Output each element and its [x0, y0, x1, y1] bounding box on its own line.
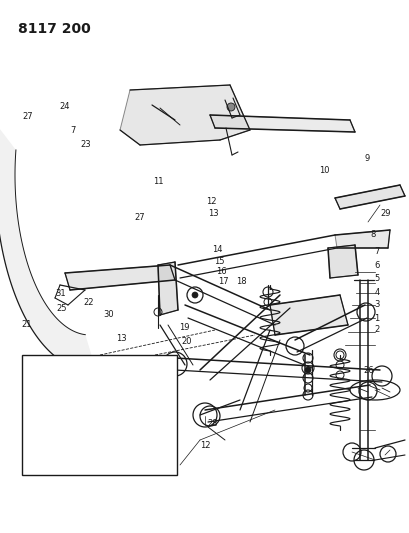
Text: 12: 12 — [199, 441, 210, 449]
Text: 24: 24 — [59, 102, 70, 111]
Text: 18: 18 — [236, 277, 247, 286]
Text: 28: 28 — [207, 419, 218, 428]
Text: 3: 3 — [373, 301, 379, 309]
Text: 29: 29 — [379, 209, 390, 217]
Text: 23: 23 — [80, 141, 90, 149]
Text: 30: 30 — [103, 310, 114, 319]
Text: 32: 32 — [91, 433, 101, 441]
Text: 9: 9 — [364, 155, 369, 163]
Polygon shape — [270, 295, 347, 335]
Polygon shape — [32, 368, 78, 438]
Polygon shape — [55, 373, 95, 420]
Text: 13: 13 — [115, 334, 126, 343]
Polygon shape — [327, 245, 357, 278]
Circle shape — [191, 292, 198, 298]
Text: 19: 19 — [179, 324, 189, 332]
Text: 10: 10 — [318, 166, 328, 175]
Polygon shape — [157, 262, 178, 315]
Polygon shape — [120, 85, 249, 145]
Text: 27: 27 — [134, 213, 144, 222]
Text: 8: 8 — [369, 230, 375, 239]
Text: 1: 1 — [374, 314, 379, 323]
Text: 14: 14 — [211, 245, 222, 254]
Text: 17: 17 — [218, 277, 228, 286]
Polygon shape — [65, 265, 175, 290]
Polygon shape — [334, 185, 404, 209]
Text: 7: 7 — [373, 247, 379, 256]
Circle shape — [57, 385, 93, 421]
Circle shape — [304, 367, 310, 373]
Polygon shape — [334, 230, 389, 248]
Text: 31: 31 — [55, 289, 66, 297]
Text: 2: 2 — [374, 325, 379, 334]
Polygon shape — [0, 126, 96, 370]
Text: 7: 7 — [70, 126, 76, 135]
Text: 12: 12 — [205, 197, 216, 206]
Text: 5: 5 — [374, 274, 379, 282]
Text: 13: 13 — [207, 209, 218, 217]
Polygon shape — [209, 115, 354, 132]
Text: 20: 20 — [181, 337, 191, 345]
Text: 21: 21 — [21, 320, 32, 328]
Text: 26: 26 — [363, 366, 373, 375]
Text: 22: 22 — [83, 298, 93, 307]
Text: 25: 25 — [56, 304, 67, 312]
Text: 8117 200: 8117 200 — [18, 22, 90, 36]
Text: 4: 4 — [374, 288, 379, 296]
Circle shape — [227, 103, 234, 111]
Circle shape — [67, 395, 83, 411]
Bar — [22, 355, 177, 475]
Text: 27: 27 — [22, 112, 33, 120]
Text: 15: 15 — [213, 257, 224, 265]
Text: 11: 11 — [152, 177, 163, 185]
Text: 6: 6 — [373, 261, 379, 270]
Text: 16: 16 — [216, 268, 226, 276]
